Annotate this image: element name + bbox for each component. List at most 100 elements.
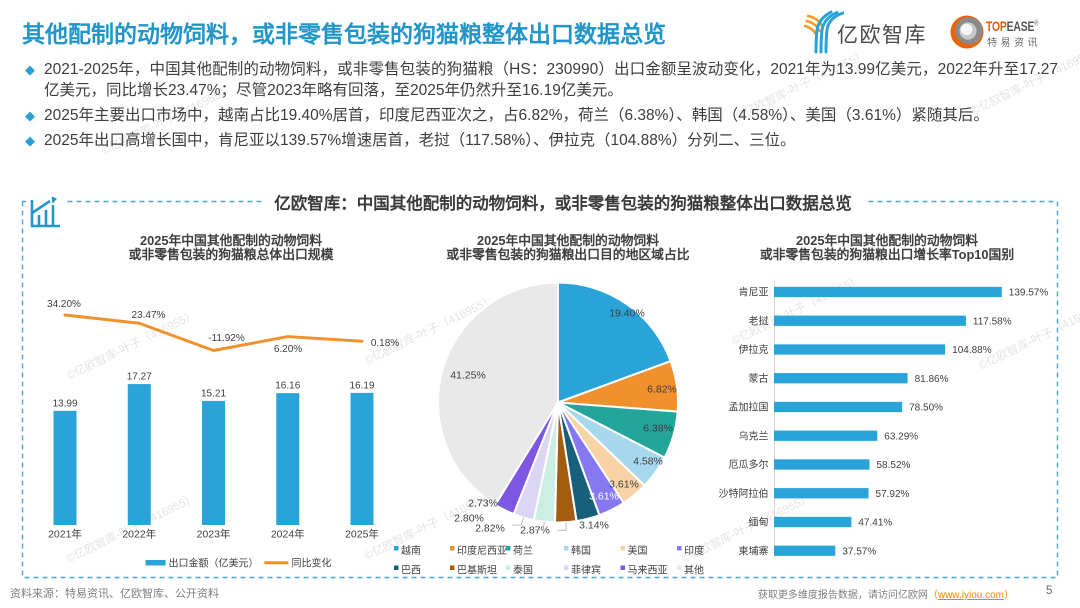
footer-cta-paren-open: （ <box>927 590 938 601</box>
growth-bar-老挝 <box>774 315 966 326</box>
topease-logo: TOPEASE® 特易资讯 <box>950 12 1070 54</box>
topease-logo-text-en: TOPEASE® <box>986 18 1039 34</box>
pie-legend-swatch <box>564 565 569 570</box>
pie-legend-label: 菲律宾 <box>571 564 601 577</box>
pie-legend-swatch <box>506 565 511 570</box>
country-label: 伊拉克 <box>739 343 769 356</box>
category-label: 2025年 <box>345 528 379 541</box>
pie-slice-越南 <box>557 281 672 404</box>
bar-2021年 <box>53 410 77 525</box>
country-label: 乌克兰 <box>739 429 769 442</box>
chart-title-line: 2025年中国其他配制的动物饲料 <box>476 233 660 248</box>
growth-value-label: 58.52% <box>877 460 911 471</box>
pie-legend-swatch <box>394 546 399 551</box>
topease-logo-text-cn: 特易资讯 <box>987 38 1041 49</box>
country-label: 老挝 <box>749 314 769 327</box>
category-label: 2022年 <box>122 528 156 541</box>
pie-legend-label: 泰国 <box>513 564 533 577</box>
bullet-item: 2025年出口高增长国中，肯尼亚以139.57%增速居首，老挝（117.58%）… <box>25 130 1058 151</box>
panel-title: 亿欧智库：中国其他配制的动物饲料，或非零售包装的狗猫粮整体出口数据总览 <box>261 194 865 215</box>
pie-legend-swatch <box>620 546 625 551</box>
bullet-text: 2025年主要出口市场中，越南占比19.40%居首，印度尼西亚次之，占6.82%… <box>44 107 989 124</box>
bullet-text: 2025年出口高增长国中，肯尼亚以139.57%增速居首，老挝（117.58%）… <box>44 132 796 149</box>
chart-title-line: 或非零售包装的狗猫粮总体出口规模 <box>128 247 334 262</box>
pie-value-label: 4.58% <box>633 456 663 468</box>
pie-legend-label: 巴基斯坦 <box>457 564 497 577</box>
registered-mark: ® <box>1034 18 1039 28</box>
legend-bar-swatch <box>145 560 166 566</box>
growth-bar-肯尼亚 <box>774 286 1002 298</box>
chart3-title: 2025年中国其他配制的动物饲料 或非零售包装的狗猫粮出口增长率Top10国别 <box>737 234 1037 262</box>
country-label: 肯尼亚 <box>739 286 769 299</box>
growth-bar-伊拉克 <box>774 344 946 355</box>
pie-value-label: 2.82% <box>475 523 505 535</box>
growth-bar-缅甸 <box>774 516 852 528</box>
pie-value-label: 3.14% <box>579 520 609 532</box>
pie-value-label: 3.61% <box>589 491 619 503</box>
chart-title-line: 2025年中国其他配制的动物饲料 <box>139 233 323 248</box>
legend-bar-label: 出口金额（亿美元） <box>169 557 259 570</box>
pie-legend-swatch <box>450 565 455 570</box>
bar-2023年 <box>202 400 225 525</box>
footer-cta-prefix: 获取更多维度报告数据，请访问亿欧网 <box>757 590 928 601</box>
pie-value-label: 19.40% <box>609 308 645 320</box>
pie-value-label: 6.38% <box>643 423 673 435</box>
country-label: 蒙古 <box>749 372 769 385</box>
bullet-item: 2025年主要出口市场中，越南占比19.40%居首，印度尼西亚次之，占6.82%… <box>25 105 1058 126</box>
line-value-label: 0.18% <box>371 338 399 349</box>
growth-value-label: 63.29% <box>884 431 918 442</box>
eo-logo-text: 亿欧智库 <box>837 24 927 47</box>
legend-line-label: 同比变化 <box>292 557 332 570</box>
bar-2024年 <box>276 393 300 525</box>
growth-value-label: 37.57% <box>842 546 876 557</box>
growth-bar-沙特阿拉伯 <box>774 488 869 499</box>
growth-value-label: 81.86% <box>915 374 949 385</box>
pie-label-leader <box>534 521 545 531</box>
line-value-label: 23.47% <box>132 310 166 321</box>
bar-value-label: 13.99 <box>52 398 77 409</box>
line-value-label: -11.92% <box>208 333 245 344</box>
pie-label-leader <box>557 522 567 531</box>
pie-legend-swatch <box>677 565 682 570</box>
export-scale-combo-chart: 13.99 2021年 17.27 2022年 15.21 2023年 16.16 2024年… <box>47 299 399 570</box>
chart2-title: 2025年中国其他配制的动物饲料 或非零售包装的狗猫粮出口目的地区域占比 <box>418 234 718 262</box>
pie-legend-label: 巴西 <box>401 565 421 577</box>
line-value-label: 6.20% <box>274 344 302 355</box>
iyiou-link[interactable]: www.iyiou.com <box>937 590 1004 601</box>
chart-title-line: 或非零售包装的狗猫粮出口目的地区域占比 <box>446 247 690 262</box>
pie-value-label: 2.80% <box>454 513 484 525</box>
chart-title-line: 2025年中国其他配制的动物饲料 <box>795 233 979 248</box>
pie-legend-label: 韩国 <box>571 544 591 557</box>
growth-bar-孟加拉国 <box>774 401 903 413</box>
footer-cta-paren-close: ） <box>1004 590 1014 601</box>
country-label: 缅甸 <box>749 516 769 529</box>
growth-value-label: 78.50% <box>909 403 943 414</box>
pie-legend-label: 印度尼西亚 <box>457 544 507 557</box>
pie-legend-label: 荷兰 <box>513 544 533 557</box>
pie-value-label: 3.61% <box>609 479 639 491</box>
topease-logo-mark-icon <box>950 15 984 49</box>
bar-2025年 <box>350 392 374 525</box>
topease-top: TOP <box>986 18 1007 34</box>
bar-value-label: 17.27 <box>127 372 152 383</box>
growth-bar-乌克兰 <box>774 430 878 441</box>
pie-legend-label: 其他 <box>684 564 704 577</box>
growth-bar-蒙古 <box>774 373 908 384</box>
pie-legend-swatch <box>564 546 569 551</box>
bar-value-label: 15.21 <box>201 388 226 399</box>
country-label: 柬埔寨 <box>739 544 769 557</box>
bar-2022年 <box>127 384 151 525</box>
country-label: 厄瓜多尔 <box>729 458 769 471</box>
pie-slice-其他 <box>437 281 559 506</box>
chart-title-line: 或非零售包装的狗猫粮出口增长率Top10国别 <box>759 247 1015 262</box>
export-destination-pie-chart: 19.40% 6.82% 6.38% 4.58% 3.61%3.61% 3.14% 2.87… <box>394 281 704 577</box>
growth-value-label: 104.88% <box>952 345 992 356</box>
pie-legend-swatch <box>677 546 682 551</box>
page-title: 其他配制的动物饲料，或非零售包装的狗猫粮整体出口数据总览 <box>22 21 666 47</box>
eo-intelligence-logo: 亿欧智库 <box>803 10 934 54</box>
bar-value-label: 16.19 <box>349 380 374 391</box>
growth-value-label: 139.57% <box>1009 288 1049 299</box>
pie-label-leader <box>512 517 524 526</box>
bullet-item: 2021-2025年，中国其他配制的动物饲料，或非零售包装的狗猫粮（HS：230… <box>25 59 1058 101</box>
